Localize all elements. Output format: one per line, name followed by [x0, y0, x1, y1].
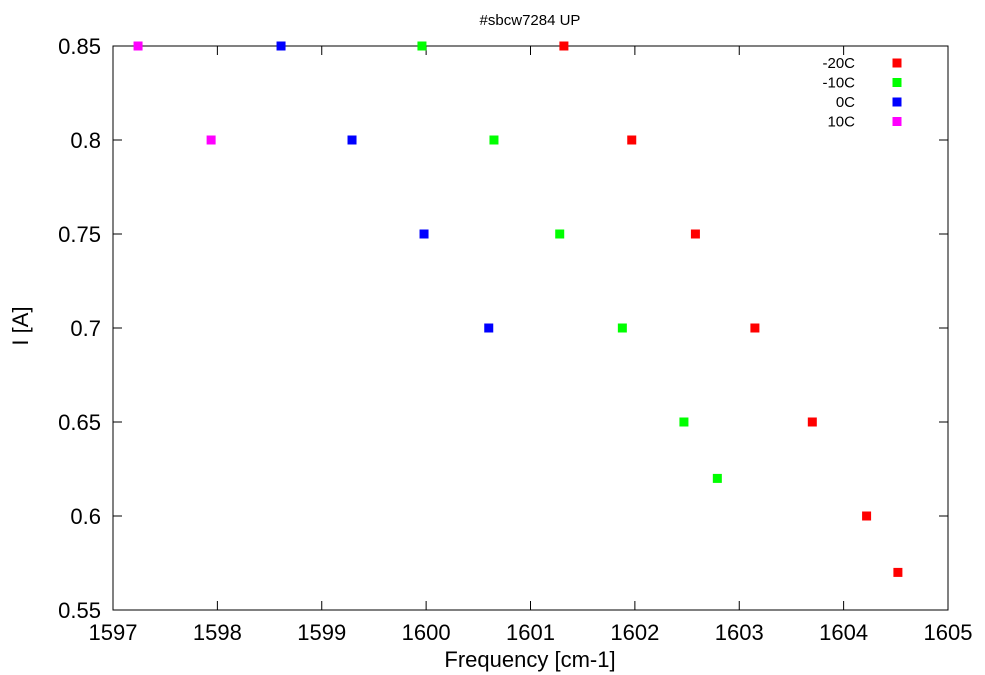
data-point [417, 41, 427, 51]
data-point [419, 229, 429, 239]
data-point [617, 323, 627, 333]
data-point [347, 135, 357, 145]
x-tick-label: 1598 [193, 620, 242, 645]
legend-label: -20C [822, 55, 855, 72]
data-points [133, 41, 903, 577]
series-0C [276, 41, 494, 333]
data-point [555, 229, 565, 239]
legend: -20C -10C 0C 10C [822, 55, 902, 131]
data-point [559, 41, 569, 51]
series--20C [559, 41, 903, 577]
data-point [489, 135, 499, 145]
chart-title: #sbcw7284 UP [480, 12, 581, 29]
data-point [750, 323, 760, 333]
plot-frame [112, 45, 949, 611]
x-tick-label: 1599 [297, 620, 346, 645]
x-tick-label: 1600 [402, 620, 451, 645]
legend-swatch [892, 117, 902, 126]
data-point [276, 41, 286, 51]
y-tick-label: 0.85 [58, 34, 101, 59]
legend-item: 0C [836, 94, 902, 111]
x-tick-label: 1603 [715, 620, 764, 645]
plot-border [112, 45, 949, 611]
legend-item: -20C [822, 55, 902, 72]
x-tick-label: 1604 [819, 620, 868, 645]
data-point [862, 511, 872, 521]
data-point [133, 41, 143, 51]
x-axis-title: Frequency [cm-1] [444, 647, 615, 672]
y-axis-title: I [A] [8, 306, 33, 345]
y-tick-label: 0.6 [70, 504, 101, 529]
data-point [627, 135, 637, 145]
legend-swatch [892, 78, 902, 87]
legend-label: 0C [836, 94, 855, 111]
y-tick-label: 0.65 [58, 410, 101, 435]
data-point [893, 567, 903, 577]
data-point [690, 229, 700, 239]
series-10C [133, 41, 216, 145]
series--10C [417, 41, 722, 483]
x-tick-label: 1601 [506, 620, 555, 645]
x-tick-label: 1602 [610, 620, 659, 645]
data-point [484, 323, 494, 333]
y-tick-label: 0.8 [70, 128, 101, 153]
y-axis: 0.55 0.6 0.65 0.7 0.75 0.8 0.85 [58, 34, 948, 623]
data-point [807, 417, 817, 427]
y-tick-label: 0.75 [58, 222, 101, 247]
legend-label: 10C [827, 114, 855, 131]
x-tick-label: 1597 [89, 620, 138, 645]
y-tick-label: 0.7 [70, 316, 101, 341]
x-tick-label: 1605 [924, 620, 973, 645]
legend-item: 10C [827, 114, 902, 131]
y-tick-label: 0.55 [58, 598, 101, 623]
legend-item: -10C [822, 75, 902, 92]
data-point [712, 473, 722, 483]
data-point [206, 135, 216, 145]
legend-swatch [892, 58, 902, 68]
data-point [679, 417, 689, 427]
legend-swatch [892, 97, 902, 107]
legend-label: -10C [822, 75, 855, 92]
x-axis: 1597 1598 1599 1600 1601 1602 1603 1604 1605 [89, 46, 973, 645]
